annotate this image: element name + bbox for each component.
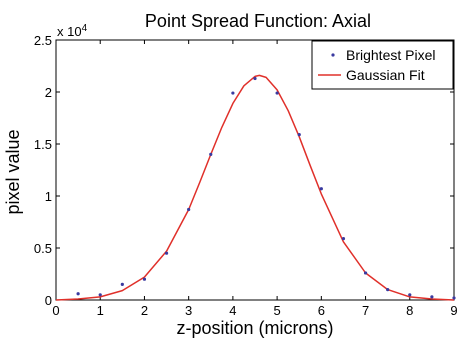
brightest-pixel-point: [275, 91, 279, 95]
y-tick-label: 0: [45, 293, 52, 308]
x-tick-label: 3: [185, 303, 192, 318]
x-tick-label: 5: [273, 303, 280, 318]
y-tick-label: 2.5: [34, 33, 52, 48]
legend: Brightest Pixel Gaussian Fit: [311, 40, 454, 90]
brightest-pixel-point: [430, 295, 434, 299]
x-tick-label: 1: [97, 303, 104, 318]
y-tick-label: 0.5: [34, 241, 52, 256]
brightest-pixel-point: [187, 207, 191, 212]
x-tick-label: 2: [141, 303, 148, 318]
y-tick-label: 1: [45, 189, 52, 204]
brightest-pixel-point: [120, 282, 124, 286]
brightest-pixel-point: [164, 251, 169, 255]
legend-label-brightest-pixel: Brightest Pixel: [346, 47, 435, 63]
brightest-pixel-layer: [76, 76, 456, 300]
chart-title: Point Spread Function: Axial: [145, 11, 371, 31]
brightest-pixel-point: [452, 296, 456, 300]
gaussian-fit-line: [55, 74, 455, 301]
legend-marker-brightest-pixel: [331, 53, 335, 57]
gaussian-fit-layer: [55, 74, 455, 301]
y-tick-label: 2: [45, 85, 52, 100]
x-tick-label: 7: [362, 303, 369, 318]
brightest-pixel-point: [319, 187, 323, 191]
brightest-pixel-point: [386, 288, 390, 292]
y-tick-label: 1.5: [34, 137, 52, 152]
x-axis-ticks: 0 1 2 3 4 5 6 7 8 9: [52, 40, 458, 318]
brightest-pixel-point: [408, 293, 412, 297]
brightest-pixel-point: [209, 152, 213, 156]
x-tick-label: 9: [450, 303, 457, 318]
x-tick-label: 6: [318, 303, 325, 318]
brightest-pixel-point: [363, 271, 368, 275]
legend-label-gaussian-fit: Gaussian Fit: [346, 67, 425, 83]
brightest-pixel-point: [231, 91, 235, 95]
brightest-pixel-point: [253, 76, 257, 81]
y-axis-ticks: 0 0.5 1 1.5 2 2.5: [34, 33, 454, 308]
y-multiplier-exponent: 4: [82, 23, 88, 34]
legend-box: [311, 40, 454, 90]
brightest-pixel-point: [341, 237, 346, 241]
brightest-pixel-point: [297, 133, 301, 137]
y-multiplier-base: x 10: [57, 24, 82, 39]
brightest-pixel-point: [98, 293, 102, 297]
y-axis-multiplier: x 104: [57, 23, 88, 39]
x-tick-label: 8: [406, 303, 413, 318]
y-axis-label: pixel value: [3, 129, 23, 214]
x-tick-label: 4: [229, 303, 236, 318]
x-axis-label: z-position (microns): [176, 318, 333, 338]
x-tick-label: 0: [52, 303, 59, 318]
brightest-pixel-point: [76, 292, 80, 296]
brightest-pixel-point: [142, 277, 147, 281]
